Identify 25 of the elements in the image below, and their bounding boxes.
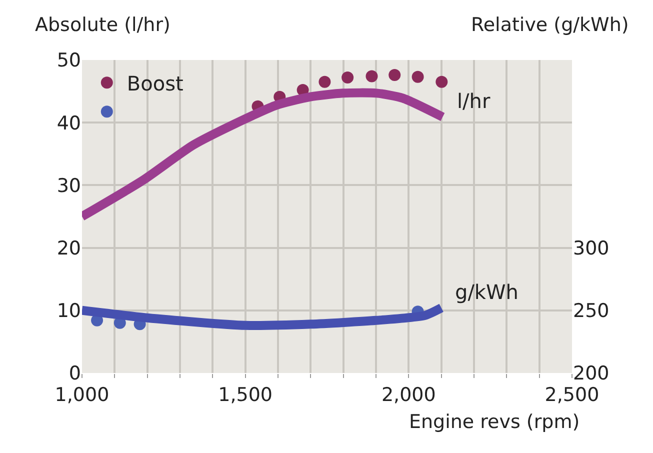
y-tick-label: 40 [56,112,81,134]
y-tick-label: 10 [56,300,81,322]
y-tick-label: 20 [56,237,81,260]
x-tick-label: 1,500 [218,384,273,406]
point [318,76,331,88]
series-label: l/hr [457,89,491,113]
x-tick-label: 2,500 [544,384,600,406]
y2-tick-label: 200 [573,362,610,385]
y-tick-label: 0 [68,362,81,385]
y-tick-label: 50 [56,50,81,72]
y-tick-label: 30 [56,174,81,197]
y2-axis-title: Relative (g/kWh) [471,14,629,36]
point [436,76,448,88]
series-label: g/kWh [455,280,518,304]
y2-tick-label: 300 [573,237,610,260]
x-axis-title: Engine revs (rpm) [409,411,580,433]
point [412,70,424,83]
y2-tick-label: 250 [573,300,610,322]
y-axis-title: Absolute (l/hr) [35,14,170,36]
x-tick-label: 1,000 [54,384,110,406]
point [388,69,401,82]
legend-label: Boost [126,71,184,96]
point [342,72,354,84]
x-tick-label: 2,000 [381,384,436,406]
point [366,70,378,82]
